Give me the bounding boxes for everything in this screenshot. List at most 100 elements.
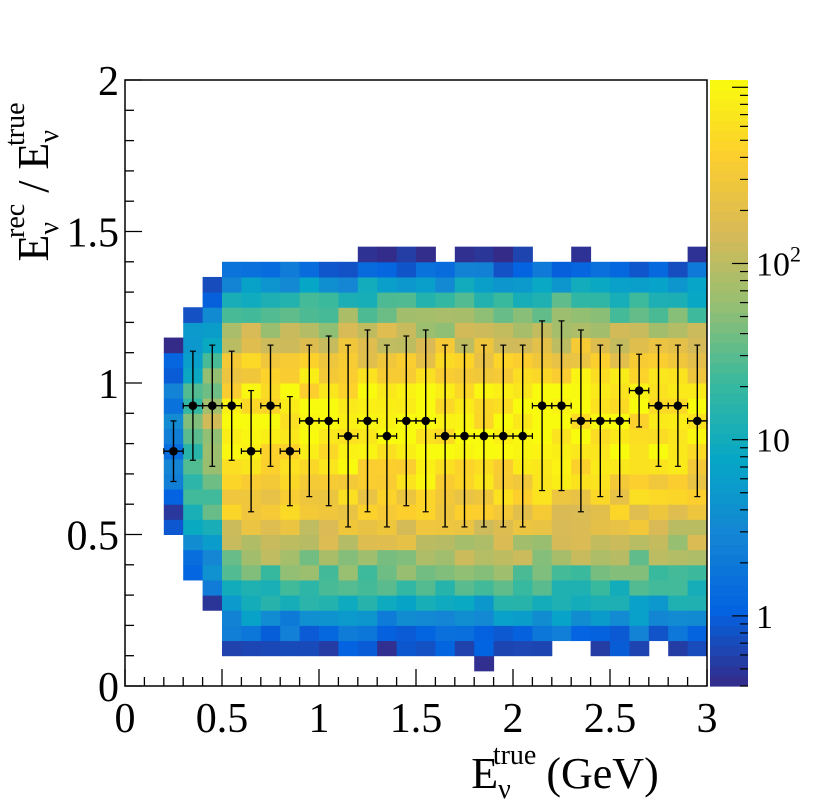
heatmap-cell	[260, 504, 281, 520]
heatmap-cell	[629, 261, 650, 278]
colorbar-tick-label: 102	[756, 241, 801, 283]
heatmap-cell	[590, 519, 611, 535]
heatmap-cell	[571, 549, 592, 566]
profile-point	[531, 320, 553, 492]
colorbar-segment	[710, 615, 748, 626]
heatmap-cell	[474, 246, 495, 263]
profile-point	[454, 344, 475, 528]
heatmap-cell	[648, 625, 669, 642]
heatmap-cell	[590, 276, 611, 293]
y-axis-title: Eνrec / Eνtrue	[0, 102, 65, 261]
heatmap-cell	[551, 534, 572, 551]
heatmap-cell	[280, 352, 301, 369]
heatmap-cell	[241, 261, 262, 278]
profile-point	[512, 344, 534, 528]
heatmap-cell	[590, 625, 611, 642]
colorbar-segment	[710, 433, 748, 445]
colorbar-segment	[710, 120, 748, 132]
heatmap-cell	[668, 519, 689, 535]
heatmap-cell	[571, 595, 592, 611]
heatmap-cell	[280, 534, 301, 551]
heatmap-cell	[280, 625, 301, 642]
heatmap-cell	[357, 519, 378, 535]
heatmap-cell	[648, 276, 669, 293]
heatmap-cell	[590, 579, 611, 596]
heatmap-cell	[299, 579, 320, 596]
colorbar-segment	[710, 544, 748, 556]
x-axis-title-sup: true	[493, 740, 537, 771]
heatmap-cell	[222, 625, 242, 642]
heatmap-cell	[648, 534, 669, 551]
heatmap-cell	[183, 473, 204, 490]
color-scale-bar: 1 10 102	[710, 80, 801, 687]
heatmap-cell	[648, 322, 669, 339]
heatmap-cell	[610, 625, 630, 642]
colorbar-segment	[710, 605, 748, 616]
heatmap-cell	[202, 579, 223, 596]
heatmap-cell	[396, 625, 417, 642]
heatmap-cell	[454, 579, 475, 596]
heatmap-cell	[241, 519, 262, 535]
profile-marker	[227, 401, 236, 411]
heatmap-cell	[648, 261, 669, 278]
heatmap-cell	[629, 489, 650, 505]
profile-point	[376, 344, 398, 528]
heatmap-cell	[222, 337, 242, 354]
heatmap-cell	[610, 519, 630, 535]
heatmap-cell	[687, 322, 708, 339]
heatmap-cell	[202, 473, 223, 490]
heatmap-cell	[338, 292, 359, 308]
heatmap-cell	[629, 579, 650, 596]
colorbar-segment	[710, 504, 748, 515]
profile-marker	[634, 386, 644, 395]
heatmap-cell	[396, 549, 417, 566]
heatmap-cell	[299, 292, 320, 308]
heatmap-cell	[183, 322, 204, 339]
heatmap-cell	[551, 489, 572, 505]
x-axis-title: Eνtrue (GeV)	[471, 740, 658, 805]
heatmap-cell	[648, 504, 669, 520]
colorbar-segment	[710, 110, 748, 121]
y-tick-label: 1	[98, 362, 119, 408]
heatmap-cell	[610, 261, 630, 278]
profile-marker	[499, 431, 508, 441]
heatmap-cell	[668, 625, 689, 642]
profile-point	[589, 344, 611, 498]
heatmap-cell	[687, 246, 708, 263]
heatmap-cell	[454, 276, 475, 293]
heatmap-cell	[183, 307, 204, 323]
heatmap-cell	[648, 610, 669, 626]
heatmap-cell	[163, 489, 184, 505]
heatmap-cell	[493, 595, 514, 611]
heatmap-cell	[435, 322, 456, 339]
profile-point	[570, 329, 592, 513]
heatmap-cell	[513, 610, 533, 626]
heatmap-cell	[532, 549, 553, 566]
y-tick-label: 2	[98, 59, 119, 105]
profile-marker	[305, 416, 314, 426]
heatmap-cell	[183, 489, 204, 505]
colorbar-segment	[710, 241, 748, 253]
heatmap-cell	[590, 564, 611, 581]
heatmap-cell	[163, 398, 184, 414]
colorbar-segment	[710, 362, 748, 374]
x-tick-label: 0	[115, 696, 136, 742]
heatmap-cell	[629, 458, 650, 475]
heatmap-cell	[668, 322, 689, 339]
heatmap-cell	[396, 640, 417, 657]
heatmap-cell	[610, 549, 630, 566]
profile-point	[279, 396, 301, 507]
heatmap-cell	[532, 519, 553, 535]
heatmap-cell	[532, 579, 553, 596]
heatmap-cell	[668, 610, 689, 626]
heatmap-cell	[610, 534, 630, 551]
profile-marker	[382, 431, 392, 441]
heatmap-cell	[319, 579, 339, 596]
heatmap-cell	[668, 549, 689, 566]
heatmap-cell	[454, 640, 475, 657]
heatmap-cell	[648, 579, 669, 596]
heatmap-cell	[377, 564, 398, 581]
colorbar-segment	[710, 292, 748, 303]
heatmap-cell	[610, 504, 630, 520]
heatmap-cell	[396, 307, 417, 323]
